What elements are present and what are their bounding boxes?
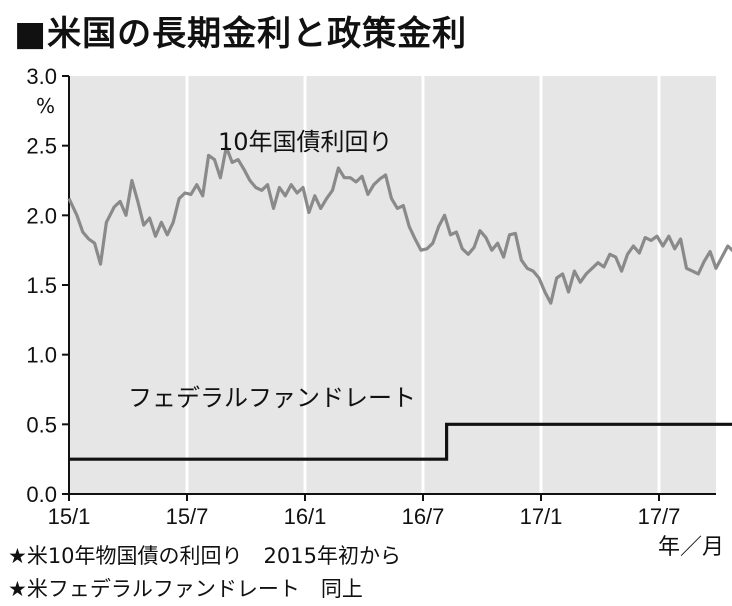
x-tick-label-17-7: 17/7 bbox=[638, 504, 681, 529]
yield-series-line bbox=[67, 145, 732, 305]
ffr-series-line bbox=[69, 422, 732, 461]
y-tick-label-0.5: 0.5 bbox=[26, 412, 57, 437]
ffr-series-label: フェデラルファンドレート bbox=[128, 384, 416, 412]
y-tick-label-2.0: 2.0 bbox=[26, 203, 57, 228]
y-tick-label-0.0: 0.0 bbox=[26, 482, 57, 507]
y-tick-label-2.5: 2.5 bbox=[26, 134, 57, 159]
y-tick-label-1.0: 1.0 bbox=[26, 343, 57, 368]
x-tick-label-16-7: 16/7 bbox=[402, 504, 445, 529]
y-tick-label-3.0: 3.0 bbox=[26, 64, 57, 89]
yield-series-label: 10年国債利回り bbox=[218, 128, 393, 156]
x-tick-label-15-1: 15/1 bbox=[48, 504, 91, 529]
x-axis-unit: 年／月 bbox=[658, 534, 724, 559]
y-axis-unit: % bbox=[36, 94, 56, 118]
y-tick-label-1.5: 1.5 bbox=[26, 273, 57, 298]
chart-title: ■米国の長期金利と政策金利 bbox=[14, 14, 468, 54]
x-tick-label-15-7: 15/7 bbox=[166, 504, 209, 529]
footnote-yield: ★米10年物国債の利回り 2015年初から bbox=[8, 544, 401, 568]
x-tick-label-17-1: 17/1 bbox=[520, 504, 563, 529]
footnote-ffr: ★米フェデラルファンドレート 同上 bbox=[8, 577, 363, 601]
x-tick-label-16-1: 16/1 bbox=[284, 504, 327, 529]
